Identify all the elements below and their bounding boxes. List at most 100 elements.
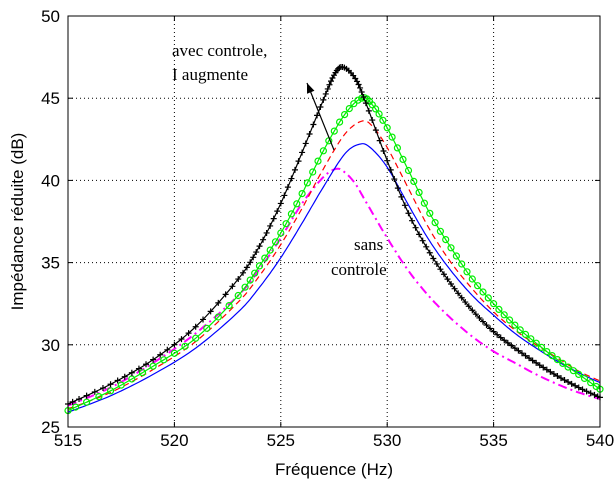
data-point xyxy=(287,210,295,218)
x-tick-label: 535 xyxy=(479,431,507,450)
y-axis-label: Impédance réduite (dB) xyxy=(8,133,27,311)
data-point xyxy=(117,381,125,389)
data-point xyxy=(240,269,247,276)
data-point xyxy=(490,328,497,335)
data-point xyxy=(83,392,90,399)
data-point xyxy=(345,104,353,113)
data-point xyxy=(379,116,387,124)
data-point xyxy=(354,96,362,104)
data-point xyxy=(150,356,157,363)
data-point xyxy=(532,339,540,347)
data-point xyxy=(564,363,572,371)
data-point xyxy=(462,299,469,306)
data-point xyxy=(416,231,423,238)
data-point xyxy=(372,105,380,113)
data-point xyxy=(277,229,285,237)
data-point xyxy=(458,260,466,268)
data-point xyxy=(412,224,419,231)
data-point xyxy=(559,359,567,367)
data-point xyxy=(295,158,302,165)
data-point xyxy=(393,144,401,152)
data-point xyxy=(251,269,259,277)
data-point xyxy=(561,377,568,384)
data-point xyxy=(143,361,150,368)
series-4 xyxy=(65,63,603,407)
data-point xyxy=(261,254,269,262)
data-point xyxy=(469,307,476,314)
x-tick-label: 530 xyxy=(373,431,401,450)
data-point xyxy=(360,93,367,100)
data-point xyxy=(255,262,264,270)
data-point xyxy=(95,393,103,401)
data-point xyxy=(484,294,492,302)
data-point xyxy=(314,157,322,165)
data-point xyxy=(391,176,398,183)
series-line xyxy=(67,97,601,412)
data-point xyxy=(288,175,295,182)
data-point xyxy=(565,378,572,385)
data-point xyxy=(587,379,595,387)
data-point xyxy=(299,149,306,156)
data-point xyxy=(494,331,501,338)
data-point xyxy=(533,359,540,366)
y-tick-label: 35 xyxy=(41,254,60,273)
data-point xyxy=(444,276,451,283)
series-1 xyxy=(67,143,601,413)
data-point xyxy=(557,375,564,382)
data-point xyxy=(128,375,136,383)
x-axis-label: Fréquence (Hz) xyxy=(275,460,393,479)
data-point xyxy=(358,88,365,95)
data-point xyxy=(591,391,598,398)
data-point xyxy=(384,157,391,164)
data-point xyxy=(160,356,168,364)
data-point xyxy=(405,210,412,217)
data-point xyxy=(527,335,535,343)
data-point xyxy=(107,381,114,388)
data-point xyxy=(554,373,561,380)
data-point xyxy=(310,121,317,128)
data-point xyxy=(326,81,333,88)
data-point xyxy=(135,365,142,372)
data-point xyxy=(234,291,242,300)
data-point xyxy=(235,276,242,283)
data-point xyxy=(380,147,387,154)
data-point xyxy=(543,348,551,356)
data-point xyxy=(479,288,487,296)
series-3 xyxy=(64,94,604,415)
data-point xyxy=(256,243,263,250)
data-point xyxy=(572,382,579,389)
data-point xyxy=(442,236,450,244)
data-point xyxy=(537,343,546,351)
data-point xyxy=(200,316,207,323)
data-point xyxy=(225,302,233,310)
data-point xyxy=(448,280,455,287)
data-point xyxy=(253,249,260,256)
data-point xyxy=(431,219,439,227)
data-point xyxy=(281,192,288,199)
data-point xyxy=(71,403,80,411)
data-point xyxy=(447,244,455,252)
annotation-avec-line1: avec controle, xyxy=(172,41,267,60)
data-point xyxy=(575,370,583,378)
data-point xyxy=(164,346,171,353)
data-point xyxy=(419,237,426,244)
data-point xyxy=(575,384,582,391)
data-point xyxy=(526,355,533,362)
data-point xyxy=(178,336,185,343)
data-point xyxy=(540,364,547,371)
data-point xyxy=(171,341,178,348)
data-point xyxy=(474,282,482,290)
data-point xyxy=(410,177,418,185)
data-point xyxy=(266,246,274,254)
data-point xyxy=(399,155,407,163)
data-point xyxy=(458,294,465,301)
data-point xyxy=(114,377,121,384)
annotation-sans-line1: sans xyxy=(354,235,383,254)
data-point xyxy=(303,179,311,187)
data-point xyxy=(409,217,416,224)
data-point xyxy=(452,252,460,260)
data-point xyxy=(387,166,394,173)
data-point xyxy=(579,386,586,393)
data-point xyxy=(350,100,358,108)
data-point xyxy=(229,283,236,290)
